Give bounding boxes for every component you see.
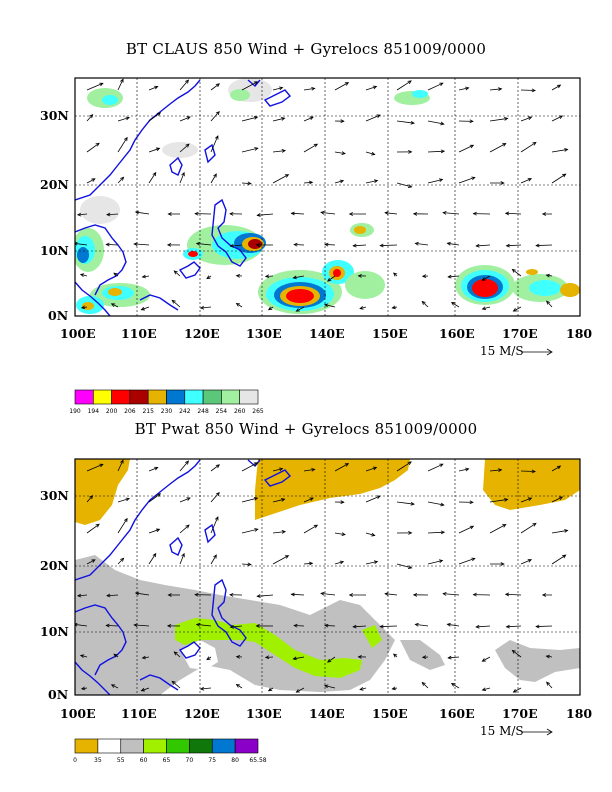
colorbar-tick-label: 230: [161, 408, 173, 415]
colorbar-swatch: [184, 389, 204, 405]
lon-label: 160E: [439, 706, 475, 721]
colorbar-tick-label: 254: [216, 408, 228, 415]
colorbar-swatch: [97, 738, 122, 754]
colorbar-swatch: [143, 738, 167, 754]
lon-label: 170E: [502, 706, 538, 721]
colorbar-tick-label: 265: [252, 408, 264, 415]
colorbar: 190 194 200 206 215 230 242 248 254 260 265: [69, 389, 264, 415]
panel2-title: BT Pwat 850 Wind + Gyrelocs 851009/0000: [134, 420, 478, 438]
colorbar-swatch: [211, 738, 236, 754]
colorbar-tick-label: 55: [117, 757, 125, 764]
graticule: [75, 78, 580, 316]
reference-vector-label: 15 M/S: [480, 724, 524, 738]
lon-label: 150E: [372, 706, 408, 721]
cloud-field-shading: [75, 78, 580, 314]
wind-vectors: [75, 459, 569, 693]
colorbar-tick-label: 65.58: [249, 757, 266, 764]
colorbar-swatch: [239, 389, 259, 405]
lat-label: 10N: [40, 624, 69, 639]
map-frame: [74, 77, 581, 317]
lon-label: 100E: [60, 706, 96, 721]
colorbar-swatch: [234, 738, 259, 754]
lon-label: 110E: [121, 326, 157, 341]
lon-label: 160E: [439, 326, 475, 341]
lat-label: 30N: [40, 108, 69, 123]
lon-label: 180: [566, 326, 592, 341]
colorbar-tick-label: 60: [140, 757, 148, 764]
lat-label: 10N: [40, 243, 69, 258]
lat-label: 30N: [40, 488, 69, 503]
colorbar-tick-label: 248: [197, 408, 209, 415]
colorbar-swatch: [74, 389, 94, 405]
colorbar: 0 35 55 60 65 70 75 80 65.58: [73, 738, 267, 764]
lat-label: 0N: [48, 308, 68, 323]
lon-label: 110E: [121, 706, 157, 721]
colorbar-swatch: [166, 389, 186, 405]
colorbar-tick-label: 35: [94, 757, 102, 764]
lat-label: 20N: [40, 177, 69, 192]
colorbar-tick-label: 190: [69, 408, 81, 415]
lon-label: 130E: [246, 326, 282, 341]
colorbar-tick-label: 80: [231, 757, 239, 764]
colorbar-swatch: [189, 738, 213, 754]
colorbar-tick-label: 200: [106, 408, 118, 415]
lon-label: 120E: [184, 706, 220, 721]
colorbar-swatch: [221, 389, 240, 405]
colorbar-swatch: [120, 738, 144, 754]
colorbar-tick-label: 194: [88, 408, 100, 415]
colorbar-tick-label: 75: [208, 757, 216, 764]
colorbar-swatch: [93, 389, 112, 405]
colorbar-tick-label: 65: [163, 757, 171, 764]
lat-label: 0N: [48, 687, 68, 702]
colorbar-swatch: [166, 738, 190, 754]
lon-label: 100E: [60, 326, 96, 341]
colorbar-tick-label: 215: [142, 408, 154, 415]
lon-label: 140E: [309, 326, 345, 341]
colorbar-tick-label: 260: [234, 408, 246, 415]
colorbar-swatch: [147, 389, 167, 405]
lon-label: 150E: [372, 326, 408, 341]
graticule: [75, 459, 580, 695]
lon-label: 130E: [246, 706, 282, 721]
pwat-field-shading: [75, 459, 580, 695]
colorbar-swatch: [202, 389, 222, 405]
lon-label: 140E: [309, 706, 345, 721]
colorbar-swatch: [111, 389, 131, 405]
reference-vector-arrow: [522, 728, 553, 736]
reference-vector-arrow: [522, 348, 553, 356]
panel1-title: BT CLAUS 850 Wind + Gyrelocs 851009/0000: [125, 40, 487, 58]
colorbar-tick-label: 0: [73, 757, 77, 764]
reference-vector-label: 15 M/S: [480, 344, 524, 358]
wind-vectors: [75, 78, 569, 312]
map-frame: [74, 458, 581, 696]
colorbar-tick-label: 206: [124, 408, 136, 415]
lon-label: 180: [566, 706, 592, 721]
panel2-map: 30N 20N 10N 0N 100E 110E 120E 130E 140E …: [40, 458, 592, 764]
colorbar-tick-label: 70: [186, 757, 194, 764]
coastline: [75, 79, 292, 316]
lon-label: 170E: [502, 326, 538, 341]
colorbar-swatch: [74, 738, 99, 754]
lat-label: 20N: [40, 558, 69, 573]
panel1-map: 30N 20N 10N 0N 100E 110E 120E 130E 140E …: [40, 77, 592, 415]
colorbar-tick-label: 242: [179, 408, 191, 415]
lon-label: 120E: [184, 326, 220, 341]
colorbar-swatch: [129, 389, 149, 405]
